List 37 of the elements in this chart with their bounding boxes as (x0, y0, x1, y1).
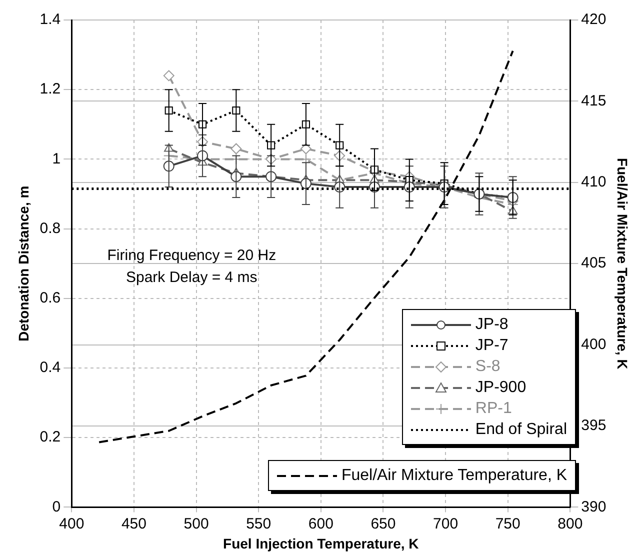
y-tick-label: 1.2 (40, 80, 61, 98)
y2-tick-label: 390 (581, 498, 606, 516)
y-tick-label: 0.8 (40, 220, 61, 237)
x-tick-label: 400 (59, 515, 84, 532)
legend-label: JP-7 (474, 336, 510, 356)
y-tick-label: 1.4 (40, 11, 61, 28)
legend: Fuel/Air Mixture Temperature, K (268, 460, 576, 491)
x-tick-label: 600 (308, 515, 334, 532)
y-axis-title: Detonation Distance, m (15, 186, 32, 342)
legend-label: S-8 (474, 357, 502, 377)
x-tick-label: 500 (184, 515, 209, 532)
x-tick-label: 450 (121, 515, 146, 532)
y2-tick-label: 410 (581, 174, 606, 191)
y2-axis-title: Fuel/Air Mixture Temperature, K (614, 158, 631, 370)
legend-label: End of Spiral (474, 420, 567, 440)
x-tick-label: 650 (370, 515, 396, 532)
y-tick-label: 0.6 (40, 290, 61, 307)
y2-tick-label: 400 (581, 336, 606, 353)
y2-tick-label: 420 (581, 11, 606, 28)
x-tick-label: 800 (558, 515, 583, 532)
y-tick-label: 0.2 (40, 428, 61, 446)
legend-label: JP-8 (474, 315, 510, 335)
legend-label: JP-900 (474, 378, 528, 398)
legend-label: Fuel/Air Mixture Temperature, K (340, 466, 567, 486)
y-tick-label: 0 (52, 498, 61, 516)
y2-tick-label: 405 (581, 254, 606, 272)
annotation: Spark Delay = 4 ms (126, 269, 258, 286)
y-tick-label: 0.4 (40, 359, 61, 376)
y2-tick-label: 415 (581, 92, 606, 110)
x-tick-label: 700 (433, 515, 458, 532)
x-tick-label: 550 (246, 515, 272, 532)
y-tick-label: 1 (52, 150, 61, 168)
annotation: Firing Frequency = 20 Hz (107, 247, 276, 264)
x-axis-title: Fuel Injection Temperature, K (223, 535, 419, 552)
y2-tick-label: 395 (581, 417, 606, 434)
x-tick-label: 750 (495, 515, 520, 532)
legend-label: RP-1 (474, 399, 513, 419)
